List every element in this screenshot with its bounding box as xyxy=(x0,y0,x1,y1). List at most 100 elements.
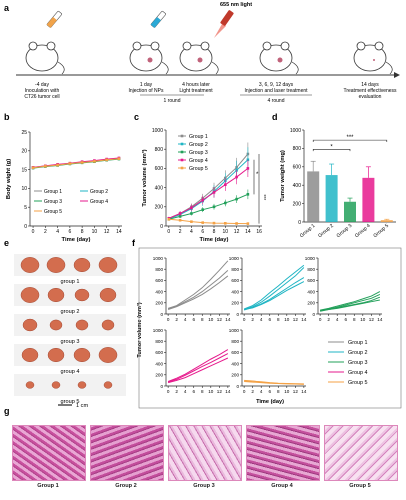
series-5-point xyxy=(80,161,84,164)
series-5-point xyxy=(201,221,205,224)
sig-bracket-1 xyxy=(312,149,351,152)
series-5-point xyxy=(93,160,96,163)
histology-image-1 xyxy=(12,425,86,481)
y-tick-label: 200 xyxy=(155,301,163,306)
y-tick-label: 800 xyxy=(231,267,239,272)
tumor-3-1 xyxy=(22,318,38,332)
y-tick-label: 800 xyxy=(231,339,239,344)
laser-label: 655 nm light xyxy=(220,2,252,8)
legend-marker xyxy=(180,158,184,162)
y-tick-label: 200 xyxy=(293,201,302,207)
y-tick-label: 0 xyxy=(312,312,315,317)
x-tick-label: 4 xyxy=(184,317,187,322)
y-tick-label: 400 xyxy=(155,289,163,294)
tumor-5-3 xyxy=(77,381,87,389)
x-axis-label: Time (day) xyxy=(200,237,229,243)
tumor-2-1 xyxy=(20,287,40,303)
x-tick-label: 2 xyxy=(175,389,178,394)
mouse-ear xyxy=(46,41,56,51)
x-tick-label: 2 xyxy=(327,317,330,322)
y-tick-label: 20 xyxy=(21,149,27,155)
x-tick-label: 2 xyxy=(251,389,254,394)
legend-label: Group 3 xyxy=(189,150,208,156)
step-day-4: 3, 6, 9, 12 days xyxy=(259,82,294,88)
series-5-point xyxy=(117,157,121,160)
tumor-spot xyxy=(373,59,375,61)
tumor-2-4 xyxy=(99,287,117,303)
group-3-mouse-1-line xyxy=(320,293,381,312)
x-tick-label: 8 xyxy=(213,229,216,235)
x-tick-label: 10 xyxy=(284,389,290,394)
legend-label: Group 4 xyxy=(90,199,108,205)
tumor-3-3 xyxy=(75,319,89,331)
x-tick-label: 6 xyxy=(192,389,195,394)
step-day-5: 14 days xyxy=(361,82,379,88)
group-2-mouse-2-line xyxy=(243,267,305,310)
y-tick-label: 1000 xyxy=(152,128,163,134)
mouse-icon-5 xyxy=(353,41,393,75)
legend-label: Group 4 xyxy=(189,158,208,164)
step-text-1a: Inoculation with xyxy=(25,88,60,94)
histology-label-4: Group 4 xyxy=(271,483,293,489)
y-tick-label: 200 xyxy=(307,301,315,306)
y-tick-label: 200 xyxy=(231,301,239,306)
x-tick-label: 16 xyxy=(256,229,262,235)
group-1-mouse-2-line xyxy=(167,269,229,310)
x-tick-label: 2 xyxy=(179,229,182,235)
legend-label: Group 3 xyxy=(348,360,367,366)
group-2-mouse-1-line xyxy=(243,264,305,310)
panel-label-f: f xyxy=(132,238,136,248)
x-tick-label: 10 xyxy=(92,229,98,235)
legend-marker xyxy=(180,166,184,170)
panel-label-b: b xyxy=(4,112,10,122)
bar-2 xyxy=(325,175,338,222)
y-tick-label: 0 xyxy=(236,384,239,389)
step-text-4: Injection and laser treatment xyxy=(244,88,308,94)
y-tick-label: 600 xyxy=(155,166,164,172)
group-1-mouse-3-line xyxy=(167,275,229,310)
y-tick-label: 1000 xyxy=(229,256,240,261)
series-4-line xyxy=(168,168,249,219)
y-tick-label: 800 xyxy=(155,339,163,344)
x-tick-label: 0 xyxy=(167,317,170,322)
mouse-icon-4 xyxy=(259,41,299,75)
x-tick-label: 6 xyxy=(201,229,204,235)
x-tick-label: 4 xyxy=(190,229,193,235)
y-tick-label: 25 xyxy=(21,130,27,136)
x-tick-label: 8 xyxy=(277,317,280,322)
tumor-4-1 xyxy=(21,347,39,363)
mouse-ear xyxy=(150,41,160,51)
round4-label: 4 round xyxy=(268,98,285,104)
mouse-body xyxy=(179,44,213,72)
photo-background xyxy=(14,284,126,306)
tumor-5-2 xyxy=(51,381,61,389)
x-tick-label: 12 xyxy=(217,389,223,394)
category-label: Group 1 xyxy=(299,223,317,239)
x-tick-label: 14 xyxy=(245,229,251,235)
series-3-point xyxy=(235,197,238,201)
series-5-point xyxy=(223,222,227,225)
x-tick-label: 6 xyxy=(268,389,271,394)
mouse-icon-3 xyxy=(179,41,219,75)
group-5-mouse-3-line xyxy=(244,381,304,385)
y-tick-label: 0 xyxy=(160,384,163,389)
y-tick-label: 400 xyxy=(231,361,239,366)
legend-label: Group 1 xyxy=(44,189,62,195)
x-tick-label: 4 xyxy=(260,389,263,394)
chart-c-tumor-volume: 0 2 4 6 8 10 12 14 16 0 200 400 600 800 1000 Time (day)… xyxy=(141,128,266,243)
bar-5 xyxy=(380,220,393,222)
series-3-point xyxy=(223,201,227,205)
mouse-body xyxy=(129,44,163,72)
photo-group-label: group 3 xyxy=(61,339,80,345)
series-4-point xyxy=(201,198,205,202)
tumor-2-3 xyxy=(74,288,90,302)
legend-label: Group 2 xyxy=(90,189,108,195)
group-4-mouse-2-line xyxy=(167,353,229,383)
panel-label-g: g xyxy=(4,406,10,416)
step-text-5a: Treatment effectiveness xyxy=(343,88,397,94)
y-tick-label: 200 xyxy=(155,205,164,211)
